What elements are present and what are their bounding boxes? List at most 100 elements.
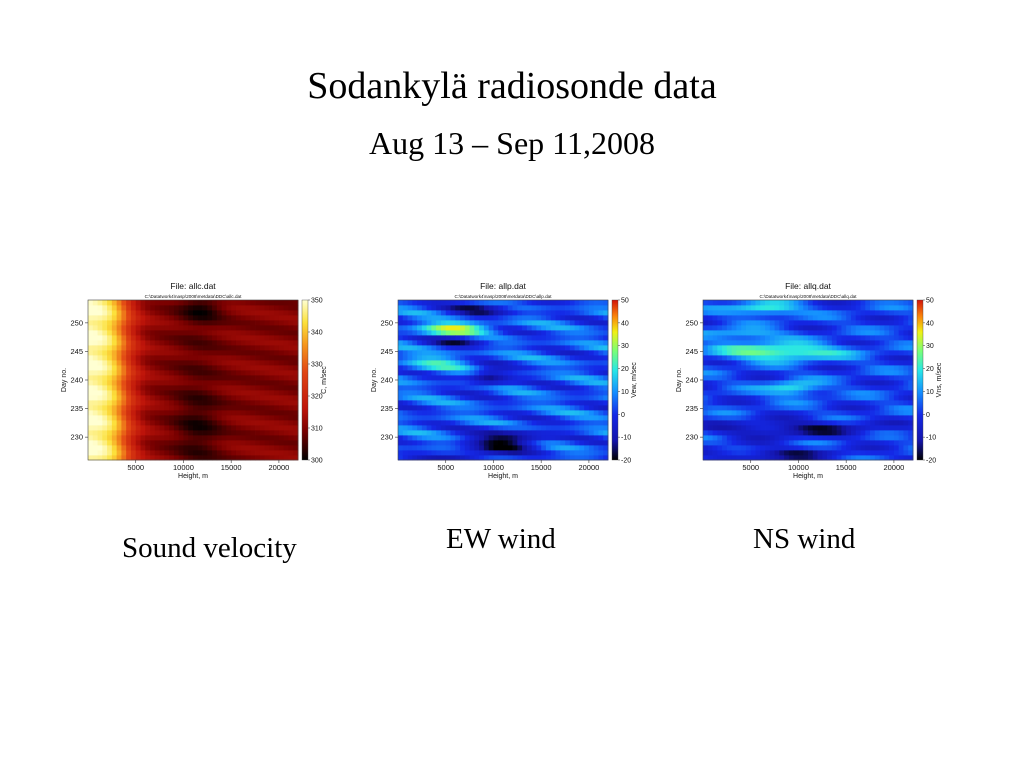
heatmap-cell [860,320,866,326]
heatmap-cell [488,400,494,406]
heatmap-cell [836,350,842,356]
heatmap-cell [884,355,890,361]
heatmap-cell [126,445,132,451]
heatmap-cell [288,305,294,311]
heatmap-cell [269,410,275,416]
heatmap-cell [145,360,151,366]
heatmap-cell [812,305,818,311]
heatmap-cell [111,420,118,426]
heatmap-cell [536,455,542,461]
heatmap-cell [865,330,871,336]
heatmap-cell [426,395,432,401]
heatmap-cell [460,370,466,376]
heatmap-cell [822,325,828,331]
heatmap-cell [274,300,280,306]
heatmap-cell [884,415,890,421]
heatmap-cell [760,435,766,441]
caption-ew-wind: EW wind [446,523,556,555]
heatmap-cell [741,360,747,366]
heatmap-cell [846,370,852,376]
heatmap-cell [269,435,275,441]
heatmap-cell [493,415,499,421]
heatmap-cell [121,430,127,436]
heatmap-cell [507,420,513,426]
heatmap-cell [798,350,804,356]
heatmap-cell [827,370,833,376]
heatmap-cell [116,450,122,456]
colorbar-tick-label: 300 [311,458,323,465]
heatmap-cell [908,360,914,366]
heatmap-cell [183,350,189,356]
heatmap-cell [207,395,213,401]
heatmap-cell [903,315,909,321]
heatmap-cell [817,420,823,426]
heatmap-cell [474,340,480,346]
heatmap-cell [517,395,523,401]
heatmap-cell [860,325,866,331]
heatmap-cell [750,315,756,321]
heatmap-cell [512,425,518,431]
heatmap-cell [865,455,871,461]
heatmap-cell [488,320,494,326]
heatmap-cell [855,355,861,361]
heatmap-cell [293,365,299,371]
heatmap-cell [598,350,604,356]
heatmap-cell [178,320,184,326]
heatmap-cell [717,415,723,421]
heatmap-cell [703,395,709,401]
heatmap-cell [812,390,818,396]
heatmap-cell [798,345,804,351]
heatmap-cell [193,310,199,316]
heatmap-cell [507,450,513,456]
heatmap-cell [135,400,141,406]
y-axis-label: Day no. [61,368,68,392]
heatmap-cell [135,440,141,446]
heatmap-cell [779,345,785,351]
heatmap-cell [130,340,137,346]
heatmap-cell [493,350,499,356]
heatmap-cell [817,430,823,436]
heatmap-cell [102,340,108,346]
heatmap-cell [798,360,804,366]
heatmap-cell [712,355,718,361]
heatmap-cell [88,435,94,441]
heatmap-cell [722,450,728,456]
heatmap-cell [865,425,871,431]
heatmap-cell [565,330,571,336]
heatmap-cell [178,375,184,381]
heatmap-cell [436,365,442,371]
heatmap-cell [760,410,766,416]
heatmap-cell [274,325,280,331]
heatmap-cell [707,380,713,386]
heatmap-cell [474,355,480,361]
heatmap-cell [574,330,580,336]
y-tick-label: 245 [70,347,83,356]
chart-title: File: allp.dat [480,281,526,291]
heatmap-cell [154,410,160,416]
heatmap-cell [245,430,251,436]
heatmap-cell [221,440,227,446]
heatmap-cell [545,365,552,371]
heatmap-cell [173,405,180,411]
heatmap-cell [831,445,838,451]
heatmap-cell [88,390,94,396]
heatmap-cell [870,310,876,316]
heatmap-cell [579,425,585,431]
heatmap-cell [398,395,404,401]
heatmap-cell [827,415,833,421]
heatmap-cell [545,310,552,316]
heatmap-cell [517,330,523,336]
colorbar-tick-label: 350 [311,298,323,305]
heatmap-cell [173,335,180,341]
heatmap-cell [455,440,461,446]
heatmap-cell [474,415,480,421]
heatmap-cell [908,375,914,381]
colorbar-tick-label: 320 [311,394,323,401]
colorbar-tick-label: 0 [926,412,930,419]
heatmap-cell [154,355,160,361]
heatmap-cell [507,350,513,356]
heatmap-cell [865,445,871,451]
heatmap-cell [193,455,199,461]
heatmap-cell [283,335,289,341]
heatmap-cell [193,375,199,381]
